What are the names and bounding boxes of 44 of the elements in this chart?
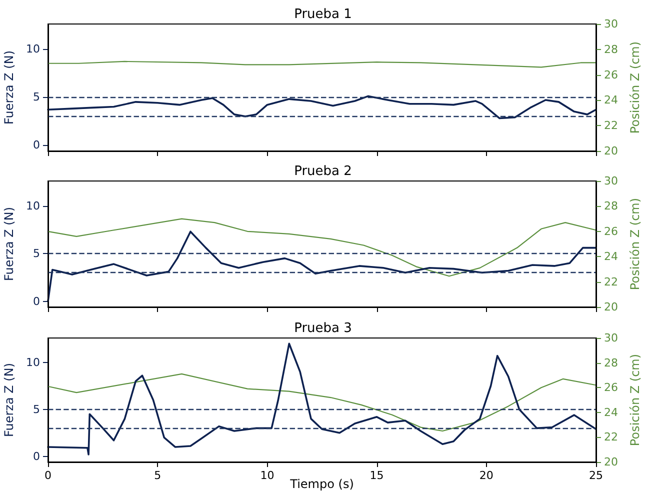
y2-tick-label: 26 — [604, 68, 618, 82]
y2-axis-title: Posición Z (cm) — [628, 354, 642, 446]
y-tick-label: 10 — [26, 356, 40, 369]
y2-axis-title: Posición Z (cm) — [628, 198, 642, 290]
y2-tick-label: 28 — [604, 356, 618, 370]
y-tick-label: 10 — [26, 199, 40, 212]
y2-tick-label: 24 — [604, 406, 618, 419]
y2-tick-label: 24 — [604, 250, 618, 264]
y2-tick-label: 28 — [604, 42, 618, 56]
y2-tick-label: 20 — [604, 144, 618, 158]
y2-tick-label: 30 — [604, 332, 618, 344]
y-tick-label: 5 — [33, 90, 40, 104]
y-axis-title: Fuerza Z (N) — [2, 50, 16, 125]
line-series — [47, 95, 597, 120]
y-tick-label: 5 — [33, 247, 40, 260]
y2-tick-label: 26 — [604, 381, 618, 394]
y-tick-label: 10 — [26, 42, 40, 56]
chart-title: Prueba 3 — [294, 321, 352, 336]
x-axis-title: Tiempo (s) — [289, 477, 354, 491]
y-axis-title: Fuerza Z (N) — [2, 362, 16, 438]
x-tick-label: 10 — [260, 469, 274, 482]
x-tick-label: 20 — [479, 469, 494, 482]
y-tick-label: 0 — [33, 138, 40, 152]
y-tick-label: 5 — [33, 402, 40, 416]
chart-title: Prueba 2 — [294, 164, 352, 179]
y2-tick-label: 22 — [604, 119, 618, 132]
y2-tick-label: 20 — [604, 456, 618, 468]
chart-title: Prueba 1 — [294, 7, 352, 22]
y-tick-label: 0 — [33, 450, 40, 463]
y2-tick-label: 22 — [604, 430, 618, 444]
x-tick-label: 0 — [44, 469, 52, 482]
y-tick-label: 0 — [33, 294, 40, 308]
y-axis-title: Fuerza Z (N) — [2, 206, 16, 282]
y2-tick-label: 22 — [604, 275, 618, 288]
y2-axis-title: Posición Z (cm) — [628, 41, 642, 134]
x-tick-label: 5 — [154, 469, 162, 482]
y2-tick-label: 24 — [604, 94, 618, 107]
y2-tick-label: 28 — [604, 200, 618, 213]
x-tick-label: 25 — [589, 469, 603, 482]
y2-tick-label: 30 — [604, 174, 618, 188]
y2-tick-label: 20 — [604, 300, 618, 314]
y2-tick-label: 26 — [604, 224, 618, 238]
x-tick-label: 15 — [370, 469, 384, 482]
y2-tick-label: 30 — [604, 18, 618, 30]
